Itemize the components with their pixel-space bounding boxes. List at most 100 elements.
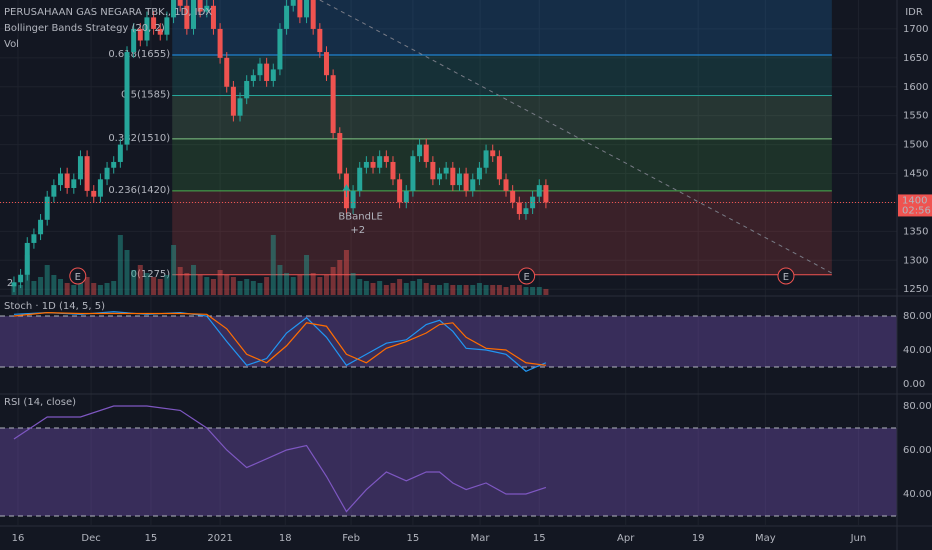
volume-bar [38,277,44,295]
candle-body [323,52,329,76]
candle-body [184,5,190,29]
stoch-pane [0,311,897,372]
volume-bar [230,277,236,295]
y-tick-label: 1650 [903,53,928,64]
volume-bar [164,275,170,295]
band-fill [0,316,897,368]
volume-bar [463,285,469,295]
volume-bar [117,235,123,295]
volume-bar [470,285,476,295]
candle-body [124,52,130,145]
price-tag-label: 1400 [902,195,927,206]
candle-body [317,28,323,53]
volume-bar [383,285,389,295]
candle-body [490,150,496,157]
candle-body [257,63,263,76]
volume-bar [224,275,230,295]
volume-bar [111,281,117,295]
y-tick-label: 1250 [903,284,928,295]
candle-body [410,156,416,191]
candle-body [244,80,250,99]
candle-body [91,190,97,197]
candle-body [543,185,549,203]
price-pane: 0(1275) 0.236(1420) 0.382(1510) 0.5(1585) 0.… [0,0,897,525]
candle-body [510,190,516,203]
fib-label: 0.236(1420) [108,185,170,196]
volume-bar [58,279,64,295]
candle-body [270,69,276,81]
left-label: 2 [7,278,13,289]
volume-bar [357,279,363,295]
candle-body [523,208,529,215]
volume-bar [423,283,429,295]
candle-body [370,161,376,168]
earnings-label: E [523,272,529,283]
earnings-marker [777,267,795,285]
candle-body [277,28,283,70]
candle-body [31,234,37,243]
candle-body [111,161,117,168]
signal-arrow [342,184,351,198]
volume-bar [350,273,356,295]
candle-body [310,0,316,29]
candle-body [463,173,469,191]
volume-bar [343,250,349,295]
candle-body [284,5,290,29]
candle-body [144,17,150,41]
candle-body [137,28,143,41]
candle-body [330,75,336,134]
volume-bar [516,285,522,295]
volume-bar [250,281,256,295]
volume-bar [370,283,376,295]
volume-bar [264,277,270,295]
candle-body [157,28,163,35]
volume-bar [244,279,250,295]
volume-bar [290,277,296,295]
volume-bar [483,285,489,295]
candle-body [197,0,203,12]
x-tick-label: Mar [471,533,491,544]
volume-bar [210,279,216,295]
volume-bar [77,281,83,295]
volume-bar [377,281,383,295]
candle-body [450,167,456,186]
indicator-line [13,311,547,372]
volume-bar [197,275,203,295]
candle-body [58,173,64,186]
candle-body [64,173,70,188]
volume-bar [323,275,329,295]
countdown: 02:56:4 [902,205,932,216]
candle-body [530,196,536,209]
x-tick-label: Apr [617,533,635,544]
volume-bar [144,273,150,295]
candle-body [210,5,216,29]
legend: PERUSAHAAN GAS NEGARA TBK., 1D, IDX Boll… [4,7,923,408]
volume-bar [104,283,110,295]
volume-bar [190,265,196,295]
candle-body [164,17,170,35]
indicator-line [13,405,547,513]
volume-bar [310,273,316,295]
candle-body [117,144,123,162]
x-tick-label: 15 [145,533,158,544]
candle-body [363,161,369,168]
candle-body [350,190,356,209]
y-tick-label: 80.00 [903,401,932,412]
candle-body [131,28,137,53]
candle-body [104,167,110,180]
fib-label: 0.5(1585) [121,89,170,100]
volume-bar [51,275,57,295]
volume-bar [171,245,177,295]
x-tick-label: 19 [692,533,705,544]
y-tick-label: 1500 [903,140,928,151]
volume-bar [137,265,143,295]
candle-body [177,0,183,6]
volume-bar [131,270,137,295]
volume-bar [124,250,130,295]
candle-body [230,86,236,116]
volume-bar [257,283,263,295]
indicator-label: Vol [4,39,19,50]
candle-body [456,173,462,186]
candle-body [483,150,489,168]
